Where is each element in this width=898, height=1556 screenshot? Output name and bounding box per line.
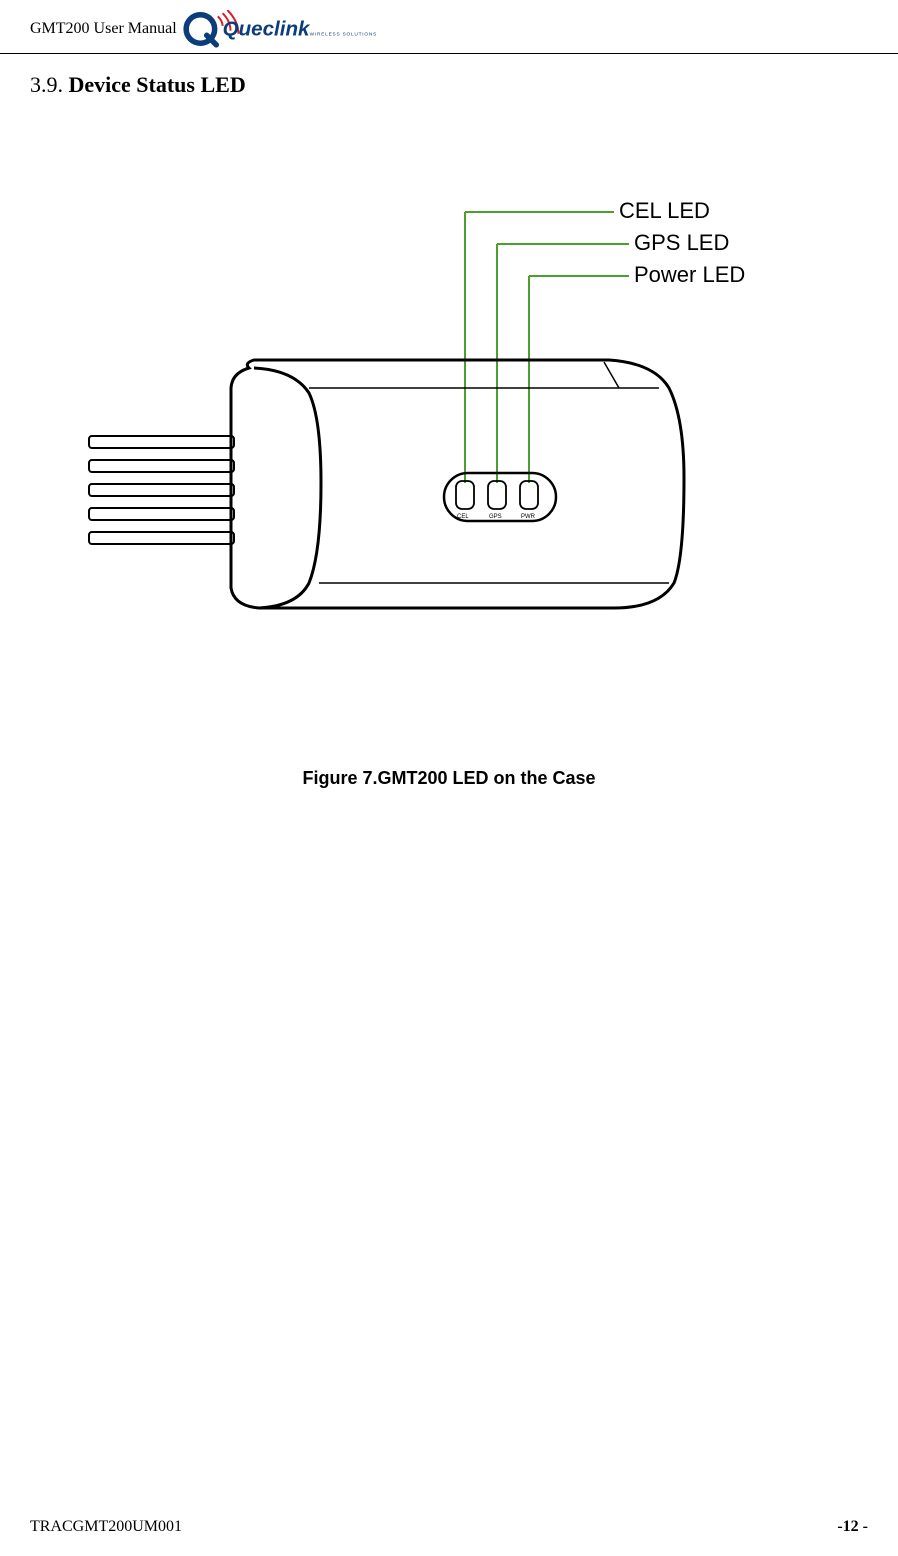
svg-text:Queclink: Queclink [222, 17, 310, 40]
cel-led-label: CEL LED [619, 198, 710, 223]
led-cel [456, 481, 474, 509]
footer-page-number: -12 - [837, 1518, 868, 1536]
gps-led-label: GPS LED [634, 230, 729, 255]
footer-doc-id: TRACGMT200UM001 [30, 1518, 182, 1536]
led-gps-text: GPS [489, 514, 502, 520]
led-cel-text: CEL [457, 514, 469, 520]
section-heading: 3.9. Device Status LED [0, 54, 898, 98]
figure-caption: Figure 7.GMT200 LED on the Case [0, 768, 898, 789]
page-header: GMT200 User Manual Queclink WIRELESS SOL… [0, 0, 898, 54]
device-seam [604, 362, 619, 388]
figure-container: CEL LED GPS LED Power LED [0, 98, 898, 668]
section-title: Device Status LED [69, 72, 246, 97]
device-diagram: CEL LED GPS LED Power LED [59, 188, 839, 668]
queclink-logo: Queclink WIRELESS SOLUTIONS [183, 10, 389, 48]
led-gps [488, 481, 506, 509]
device-front-edge [254, 368, 321, 608]
led-pwr [520, 481, 538, 509]
power-led-label: Power LED [634, 262, 745, 287]
page-footer: TRACGMT200UM001 -12 - [0, 1508, 898, 1546]
section-number: 3.9. [30, 72, 63, 97]
logo-icon: Queclink WIRELESS SOLUTIONS [183, 10, 389, 48]
wire-stubs [89, 436, 234, 544]
led-pwr-text: PWR [521, 514, 536, 520]
manual-title: GMT200 User Manual [30, 20, 177, 38]
svg-text:WIRELESS SOLUTIONS: WIRELESS SOLUTIONS [309, 31, 376, 37]
